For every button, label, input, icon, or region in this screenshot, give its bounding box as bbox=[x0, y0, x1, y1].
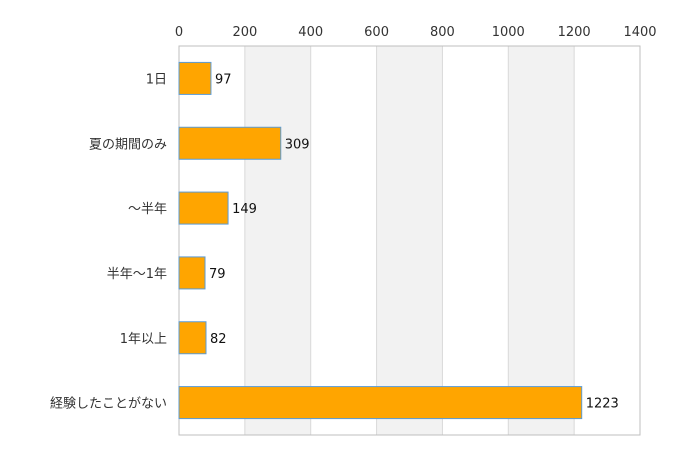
x-tick-label: 1200 bbox=[558, 25, 591, 40]
background-band bbox=[244, 46, 311, 435]
category-label: 1年以上 bbox=[120, 332, 167, 347]
background-band bbox=[376, 46, 443, 435]
x-tick-label: 800 bbox=[430, 25, 455, 40]
x-axis-tick-labels: 0 200 400 600 800 1000 1200 1400 bbox=[175, 25, 657, 40]
x-tick-label: 600 bbox=[364, 25, 389, 40]
x-tick-label: 400 bbox=[298, 25, 323, 40]
x-tick-label: 1400 bbox=[623, 25, 656, 40]
bar bbox=[178, 321, 207, 355]
data-labels: 97 309 149 79 82 1223 bbox=[209, 72, 619, 411]
x-tick-label: 200 bbox=[232, 25, 257, 40]
gridlines bbox=[244, 46, 575, 435]
bars bbox=[178, 61, 583, 420]
category-label: 半年〜1年 bbox=[107, 267, 167, 282]
background-bands bbox=[244, 46, 575, 435]
category-label: 夏の期間のみ bbox=[89, 137, 167, 152]
bar bbox=[178, 191, 229, 225]
data-label: 82 bbox=[210, 332, 227, 347]
data-label: 1223 bbox=[586, 397, 619, 412]
data-label: 97 bbox=[215, 72, 232, 87]
bar bbox=[178, 61, 212, 95]
category-label: 経験したことがない bbox=[50, 397, 167, 412]
category-label: 1日 bbox=[146, 72, 167, 87]
data-label: 149 bbox=[232, 202, 257, 217]
bar bbox=[178, 386, 583, 420]
bar bbox=[178, 256, 206, 290]
x-tick-label: 1000 bbox=[492, 25, 525, 40]
data-label: 309 bbox=[285, 137, 310, 152]
plot-area-border bbox=[178, 45, 641, 436]
bar bbox=[178, 126, 282, 160]
data-label: 79 bbox=[209, 267, 226, 282]
x-tick-label: 0 bbox=[175, 25, 183, 40]
background-band bbox=[508, 46, 575, 435]
category-label: 〜半年 bbox=[128, 202, 167, 217]
